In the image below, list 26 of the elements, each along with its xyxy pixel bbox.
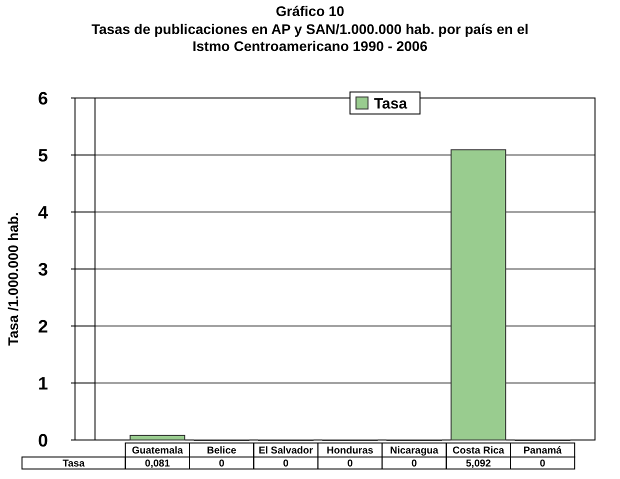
data-label: 0,081 xyxy=(144,458,170,470)
data-label: 0 xyxy=(347,458,354,470)
x-tick-label: Guatemala xyxy=(132,446,184,456)
data-label: 0 xyxy=(283,458,290,470)
y-tick-label: 0 xyxy=(38,430,48,450)
y-tick-label: 6 xyxy=(38,88,48,108)
x-tick-label: Belice xyxy=(206,446,237,456)
y-tick-label: 5 xyxy=(38,145,48,166)
data-label: 0 xyxy=(540,458,546,470)
x-tick-label: Honduras xyxy=(326,446,374,456)
y-axis-title: Tasa /1.000.000 hab. xyxy=(5,212,21,346)
data-label: 0 xyxy=(411,458,418,470)
x-tick-label: Costa Rica xyxy=(452,446,505,456)
x-tick-label: El Salvador xyxy=(258,446,314,456)
chart-subtitle: Tasas de publicaciones en AP y SAN/1.000.000 hab. por país en el Istmo Centroamericano 1990 - 2006 xyxy=(91,21,529,54)
y-tick-label: 2 xyxy=(38,316,48,336)
legend-label: Tasa xyxy=(374,95,408,112)
x-tick-label: Nicaragua xyxy=(390,446,439,456)
text: Tasa xyxy=(62,458,85,470)
data-label: 0 xyxy=(218,458,225,470)
chart-title: Gráfico 10 xyxy=(276,3,344,19)
data-label: 5,092 xyxy=(466,458,492,470)
y-tick-label: 1 xyxy=(38,373,48,394)
y-tick-label: 4 xyxy=(38,202,48,222)
y-tick-label: 3 xyxy=(38,259,48,280)
x-tick-label: Panamá xyxy=(523,446,562,456)
